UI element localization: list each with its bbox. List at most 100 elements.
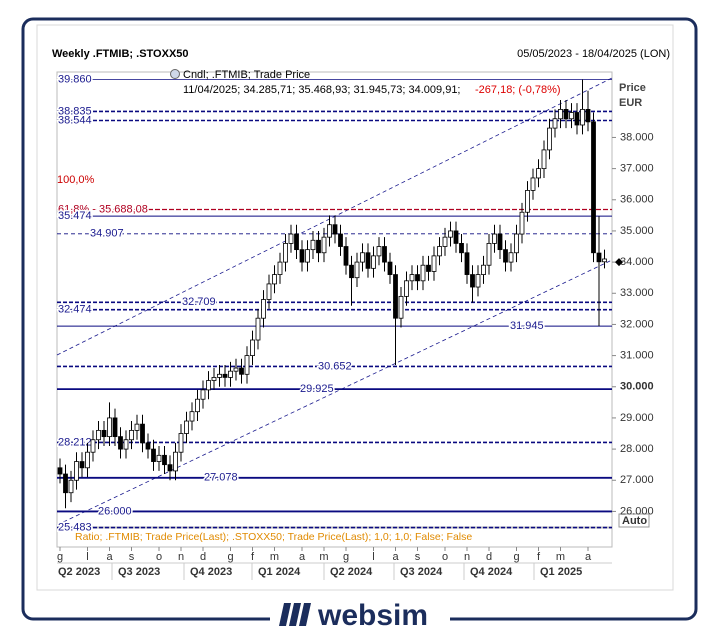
logo-mark: [299, 603, 311, 626]
candle-body: [574, 112, 580, 126]
candle-body: [453, 230, 459, 244]
x-tick-label: f: [537, 551, 541, 563]
candle-body: [580, 108, 585, 126]
candle-body: [360, 252, 365, 263]
candle-body: [387, 261, 393, 275]
quarter-label: Q2 2024: [330, 566, 373, 578]
candle-body: [123, 439, 129, 450]
candle-body: [558, 108, 563, 120]
y-axis-unit: EUR: [619, 97, 642, 109]
y-tick-label: 37.000: [620, 163, 654, 175]
level-label: 32.474: [58, 304, 92, 316]
candle-body: [332, 224, 338, 235]
candle-body: [486, 243, 492, 266]
candle-body: [530, 177, 536, 191]
candle-body: [222, 373, 228, 378]
candle-body: [261, 299, 266, 319]
candle-body: [145, 442, 151, 450]
candle-body: [200, 389, 206, 400]
level-label: 28.212: [58, 436, 92, 448]
candle-body: [382, 246, 387, 263]
legend-ohlc: 11/04/2025; 34.285,71; 35.468,93; 31.945…: [183, 84, 461, 96]
candle-body: [442, 236, 448, 247]
candle-body: [481, 264, 486, 275]
candle-body: [404, 280, 409, 297]
candle-body: [151, 448, 156, 462]
candle-body: [173, 451, 178, 472]
x-tick-label: a: [585, 551, 592, 563]
candle-body: [497, 233, 503, 251]
candle-body: [519, 211, 525, 235]
candle-body: [74, 461, 79, 481]
candle-body: [140, 423, 145, 444]
quarter-label: Q4 2023: [190, 566, 232, 578]
x-tick-label: g: [227, 551, 233, 563]
y-tick-label: 27.000: [620, 474, 654, 486]
candle-body: [514, 233, 519, 254]
y-tick-label: 28.000: [620, 443, 654, 455]
candle-body: [272, 274, 277, 285]
candle-body: [266, 283, 272, 300]
candle-body: [591, 121, 596, 254]
last-price-marker: [615, 258, 623, 267]
candle-body: [393, 274, 398, 319]
candle-body: [321, 236, 327, 254]
quarter-label: Q3 2023: [118, 566, 160, 578]
candle-body: [178, 433, 184, 453]
candle-body: [448, 230, 453, 238]
candle-body: [85, 451, 90, 469]
x-tick-label: l: [372, 551, 374, 563]
auto-button[interactable]: [618, 513, 650, 528]
x-tick-label: g: [513, 551, 519, 563]
candle-body: [96, 429, 101, 441]
level-label: 29.925: [300, 383, 334, 395]
logo-mark: [289, 603, 301, 626]
quarter-label: Q3 2024: [400, 566, 443, 578]
candle-body: [437, 246, 442, 257]
x-tick-label: o: [156, 551, 162, 563]
level-label: 39.860: [58, 73, 92, 85]
level-label: 38.835: [58, 105, 92, 117]
candle-body: [415, 274, 420, 282]
x-tick-label: s: [415, 551, 421, 563]
candle-body: [305, 249, 310, 263]
level-label: 34.907: [90, 228, 124, 240]
quarter-label: Q4 2024: [470, 566, 513, 578]
candle-body: [569, 112, 574, 120]
y-tick-label: 36.000: [620, 194, 654, 206]
auto-label[interactable]: Auto: [622, 515, 647, 527]
candle-body: [327, 224, 332, 238]
brand-logo: websim: [270, 599, 450, 636]
level-label: 32.709: [182, 296, 216, 308]
y-tick-label: 30.000: [620, 381, 654, 393]
candle-body: [316, 239, 321, 254]
candle-body: [239, 367, 244, 375]
candle-body: [255, 317, 261, 341]
candle-body: [134, 423, 140, 431]
candle-body: [228, 370, 233, 378]
logo-mark: [279, 603, 291, 626]
candle-body: [195, 398, 200, 413]
fib-top-label: 100,0%: [57, 174, 95, 186]
candle-body: [211, 377, 217, 381]
x-tick-label: d: [486, 551, 492, 563]
ratio-label: Ratio; .FTMIB; Trade Price(Last); .STOXX…: [75, 531, 472, 543]
candle-body: [470, 274, 475, 288]
candle-body: [156, 454, 162, 462]
candle-body: [129, 429, 134, 441]
plot-area: [56, 71, 613, 528]
candle-body: [217, 373, 222, 378]
y-tick-label: 38.000: [620, 131, 654, 143]
candle-body: [343, 246, 349, 266]
candle-body: [277, 261, 283, 275]
x-tick-label: n: [178, 551, 184, 563]
candle-body: [464, 252, 470, 275]
candle-body: [162, 454, 167, 466]
legend-icon: [170, 69, 180, 79]
x-tick-label: o: [442, 551, 448, 563]
candle-body: [288, 233, 294, 244]
candle-body: [475, 274, 481, 288]
candle-body: [459, 243, 464, 254]
candle-body: [420, 264, 426, 282]
